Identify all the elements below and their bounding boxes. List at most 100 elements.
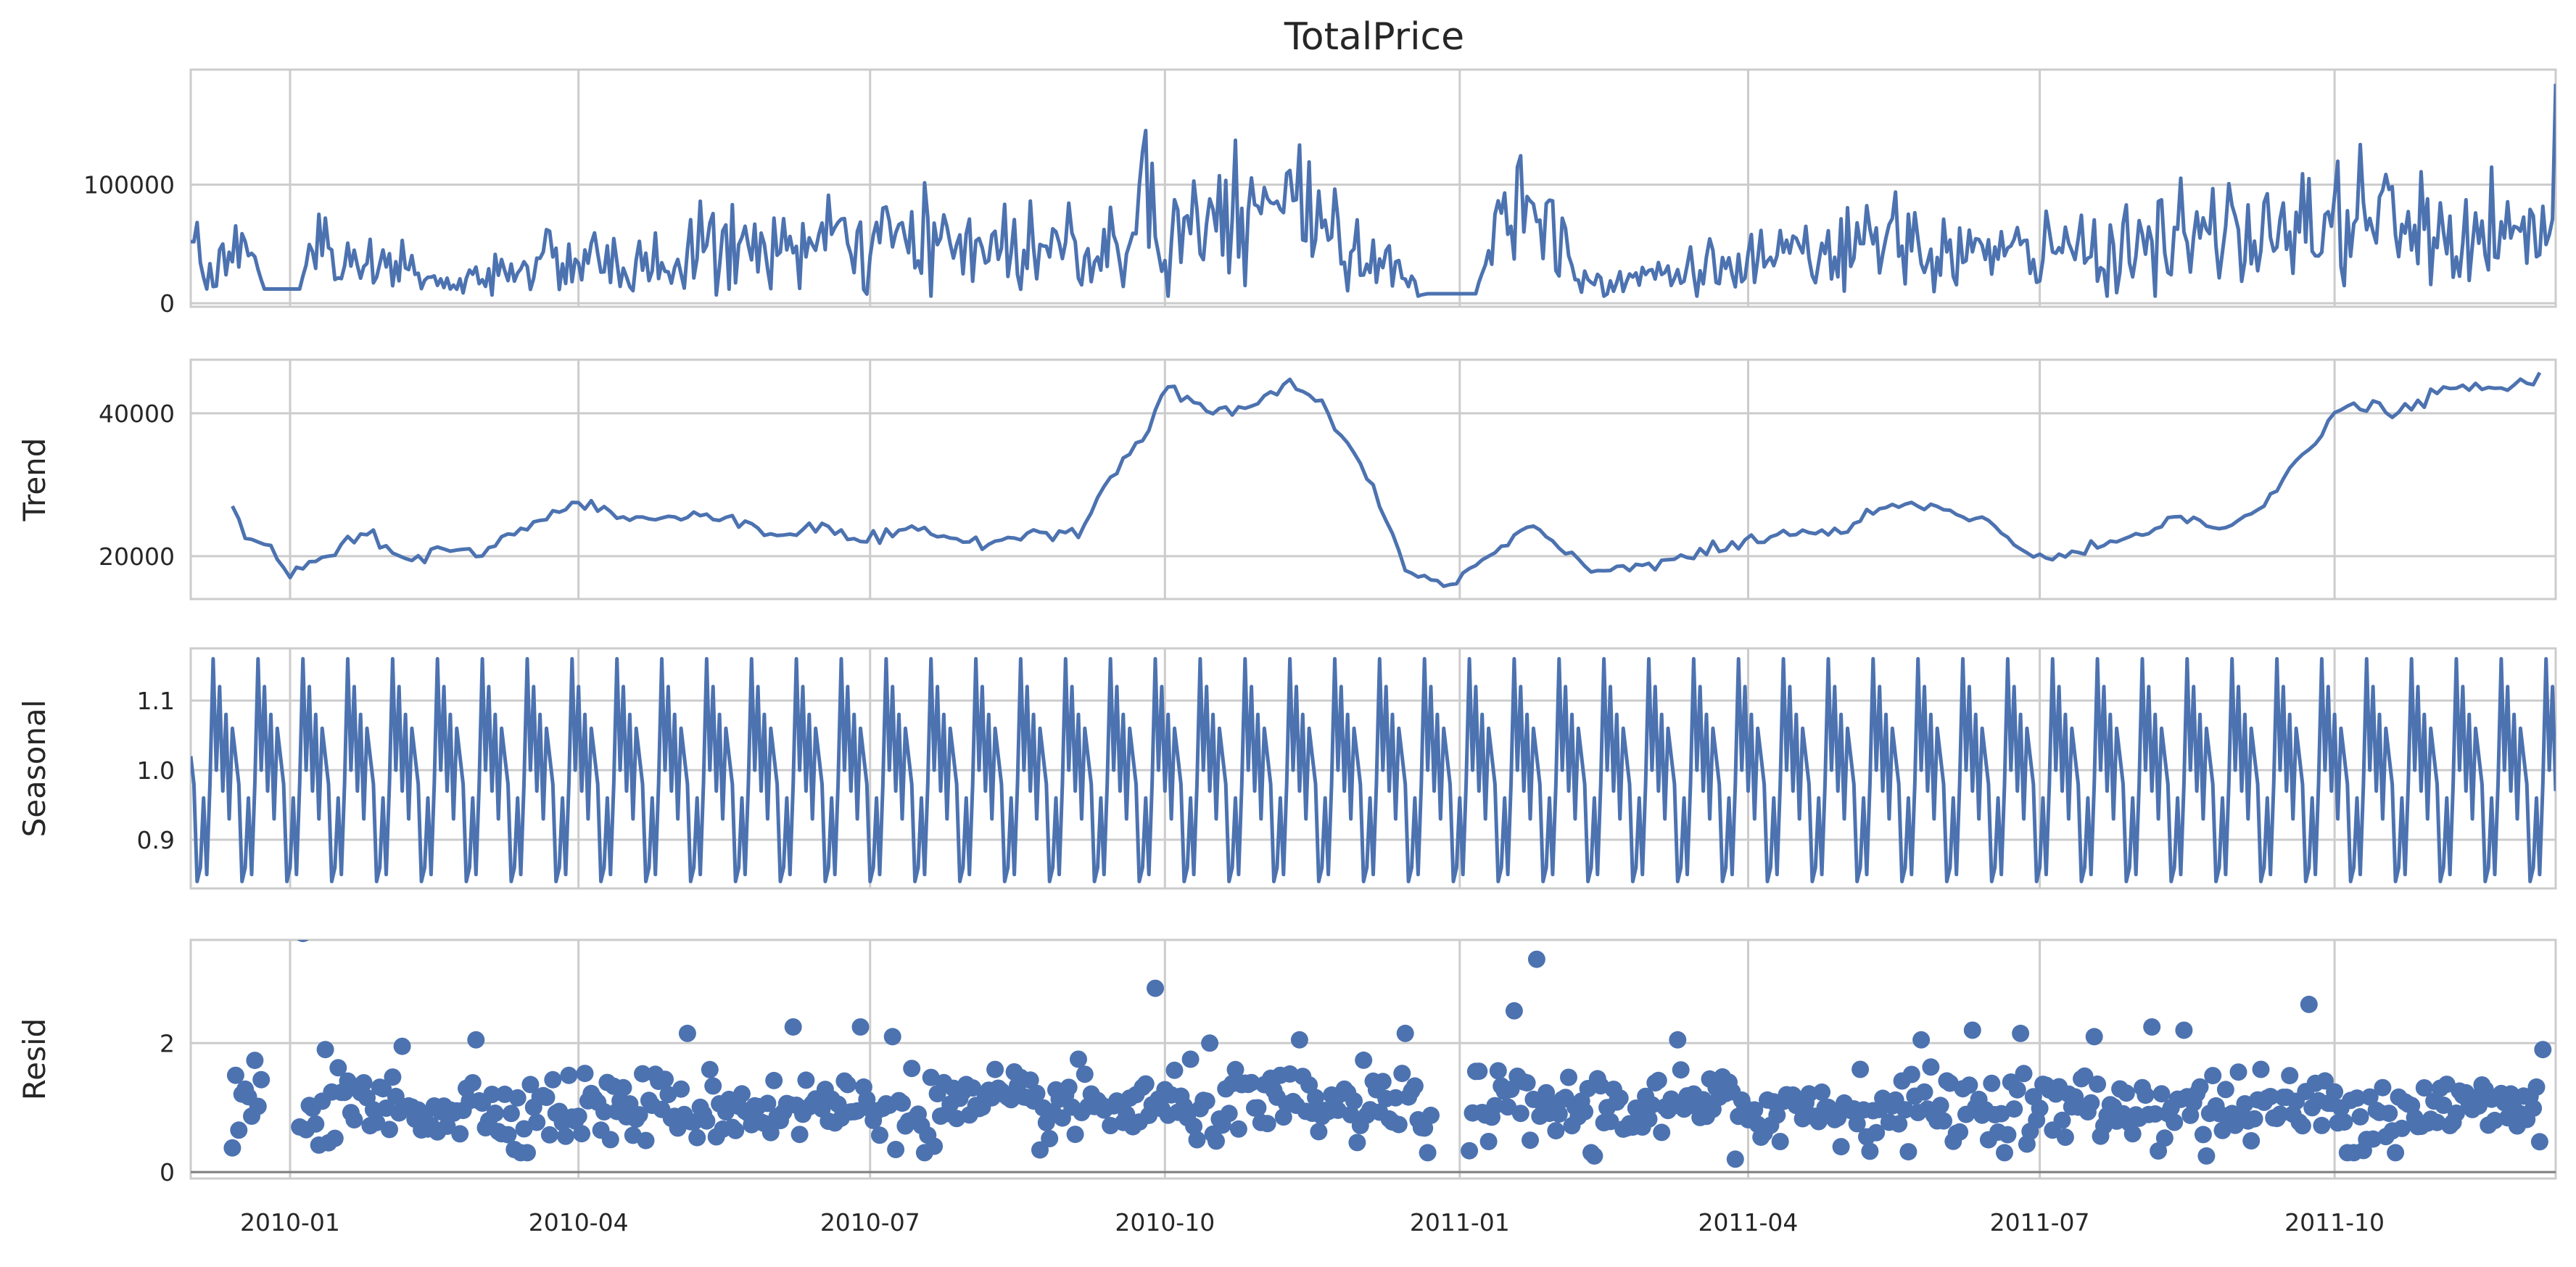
- resid-point: [637, 1131, 655, 1150]
- resid-point: [2005, 1100, 2023, 1118]
- resid-point: [903, 1060, 921, 1078]
- resid-point: [1258, 1115, 1276, 1133]
- x-tick-label: 2011-07: [1990, 1208, 2090, 1237]
- resid-point: [226, 1066, 244, 1084]
- resid-point: [2525, 1099, 2543, 1118]
- resid-point: [2166, 1113, 2184, 1131]
- panel-frame: [189, 68, 2557, 308]
- resid-point: [1479, 1133, 1498, 1150]
- resid-point: [630, 1106, 648, 1124]
- resid-point: [329, 1059, 347, 1077]
- resid-point: [704, 1077, 722, 1095]
- resid-point: [515, 1120, 533, 1138]
- resid-point: [1405, 1077, 1424, 1095]
- resid-point: [1066, 1126, 1084, 1144]
- resid-point: [2242, 1132, 2261, 1150]
- resid-point: [2175, 1021, 2193, 1039]
- resid-point: [1274, 1108, 1292, 1126]
- resid-point: [829, 1095, 847, 1113]
- resid-point: [1229, 1120, 1247, 1138]
- resid-point: [2089, 1075, 2107, 1093]
- resid-point: [297, 940, 309, 943]
- resid-point: [887, 1141, 905, 1158]
- resid-point: [1165, 1061, 1184, 1079]
- resid-point: [2530, 1133, 2548, 1151]
- resid-point: [1522, 1131, 1539, 1150]
- resid-point: [1021, 1071, 1039, 1089]
- resid-point: [2053, 1111, 2071, 1129]
- y-tick-label: 0.9: [137, 826, 175, 854]
- resid-point: [569, 1107, 587, 1126]
- y-tick-label: 1.0: [137, 756, 175, 785]
- resid-point: [326, 1129, 344, 1147]
- series-line-seasonal: [191, 656, 2556, 883]
- resid-point: [1489, 1062, 1507, 1080]
- resid-point: [2150, 1142, 2168, 1160]
- resid-point: [698, 1112, 716, 1130]
- x-tick-label: 2010-04: [529, 1208, 629, 1237]
- resid-point: [521, 1076, 540, 1094]
- resid-point: [2374, 1078, 2392, 1097]
- resid-point: [701, 1060, 719, 1078]
- marks-resid: [191, 940, 2556, 1173]
- resid-point: [784, 1018, 802, 1036]
- resid-point: [2191, 1078, 2209, 1096]
- resid-point: [544, 1070, 562, 1089]
- resid-point: [1505, 1002, 1523, 1020]
- resid-point: [1486, 1097, 1504, 1115]
- resid-point: [2143, 1018, 2161, 1036]
- resid-point: [2123, 1125, 2142, 1143]
- resid-point: [316, 1041, 334, 1059]
- resid-point: [669, 1119, 687, 1137]
- resid-point: [1070, 1050, 1087, 1068]
- resid-point: [508, 1089, 527, 1107]
- series-line-observed: [191, 83, 2556, 298]
- resid-point: [540, 1126, 558, 1144]
- resid-point: [871, 1126, 888, 1144]
- y-tick-label: 2: [160, 1029, 175, 1057]
- resid-point: [2293, 1117, 2311, 1135]
- resid-point: [1768, 1106, 1786, 1124]
- resid-point: [2229, 1063, 2247, 1081]
- panel-trend: 20000 40000 Trend: [17, 358, 2557, 601]
- resid-point: [2082, 1094, 2100, 1112]
- resid-point: [1983, 1074, 2001, 1092]
- resid-point: [2281, 1067, 2299, 1085]
- marks-trend: [231, 371, 2542, 588]
- resid-point: [1861, 1142, 1879, 1160]
- resid-point: [1867, 1123, 1886, 1142]
- resid-point: [1208, 1132, 1225, 1150]
- resid-point: [761, 1123, 780, 1142]
- resid-point: [2008, 1081, 2026, 1099]
- resid-point: [2435, 1097, 2453, 1114]
- resid-point: [1201, 1034, 1219, 1052]
- y-tick-label: 40000: [99, 400, 175, 428]
- resid-point: [1422, 1106, 1440, 1124]
- resid-point: [2137, 1086, 2155, 1105]
- resid-point: [2204, 1067, 2222, 1085]
- resid-point: [2348, 1089, 2366, 1107]
- series-line-trend: [231, 371, 2542, 588]
- x-tick-label: 2011-10: [2284, 1208, 2385, 1237]
- resid-point: [451, 1125, 469, 1143]
- x-tick-label: 2010-07: [820, 1208, 920, 1237]
- resid-point: [2117, 1084, 2135, 1102]
- resid-point: [1387, 1089, 1405, 1107]
- resid-point: [2437, 1076, 2456, 1094]
- resid-point: [1643, 1096, 1661, 1114]
- resid-point: [2197, 1147, 2216, 1165]
- resid-point: [964, 1079, 982, 1097]
- resid-point: [463, 1074, 482, 1091]
- resid-point: [2534, 1041, 2552, 1059]
- resid-point: [1188, 1131, 1206, 1149]
- marks-seasonal: [191, 656, 2556, 883]
- resid-point: [2502, 1085, 2520, 1103]
- resid-point: [1915, 1083, 1933, 1101]
- resid-point: [1419, 1144, 1437, 1162]
- resid-point: [1547, 1122, 1565, 1140]
- resid-point: [576, 1065, 594, 1083]
- resid-point: [2361, 1088, 2379, 1106]
- resid-point: [2527, 1078, 2546, 1096]
- y-axis-label-seasonal: Seasonal: [17, 700, 52, 838]
- resid-point: [307, 1115, 325, 1133]
